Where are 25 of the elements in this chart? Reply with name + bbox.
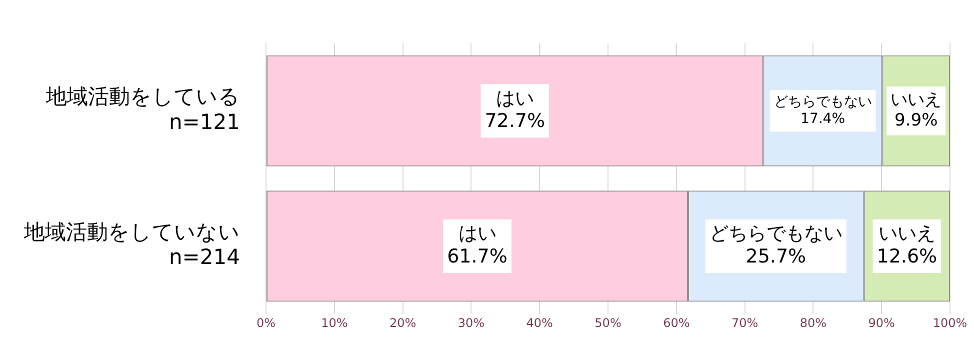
- data-label: 9.9%: [894, 110, 938, 130]
- text: いいえ: [878, 222, 936, 245]
- y-tick-label: 地域活動をしている n=121: [45, 84, 240, 134]
- x-tick-label: 60%: [663, 316, 690, 330]
- x-tick-label: 30%: [458, 316, 485, 330]
- x-tick-label: 90%: [868, 316, 895, 330]
- text: はい: [458, 222, 496, 245]
- x-tick-label: 10%: [321, 316, 348, 330]
- data-label: 61.7%: [447, 245, 508, 268]
- text: どちらでもない: [709, 222, 842, 245]
- x-tick-label: 50%: [594, 316, 622, 330]
- data-label: 72.7%: [484, 110, 546, 132]
- x-tick-label: 40%: [526, 316, 553, 330]
- data-label: 17.4%: [800, 110, 846, 127]
- data-label: 12.6%: [876, 245, 938, 268]
- x-tick-label: 70%: [731, 316, 758, 330]
- x-tick-label: 100%: [932, 316, 968, 330]
- series-label: どちらでもない: [774, 94, 872, 110]
- data-label: 25.7%: [746, 245, 806, 268]
- series-label: いいえ: [890, 90, 942, 110]
- series-label: はい: [496, 87, 534, 110]
- x-tick-label: 20%: [389, 316, 416, 330]
- x-tick-label: 0%: [256, 316, 276, 330]
- y-tick-label: 地域活動をしていない n=214: [23, 220, 240, 270]
- x-tick-label: 80%: [800, 316, 827, 330]
